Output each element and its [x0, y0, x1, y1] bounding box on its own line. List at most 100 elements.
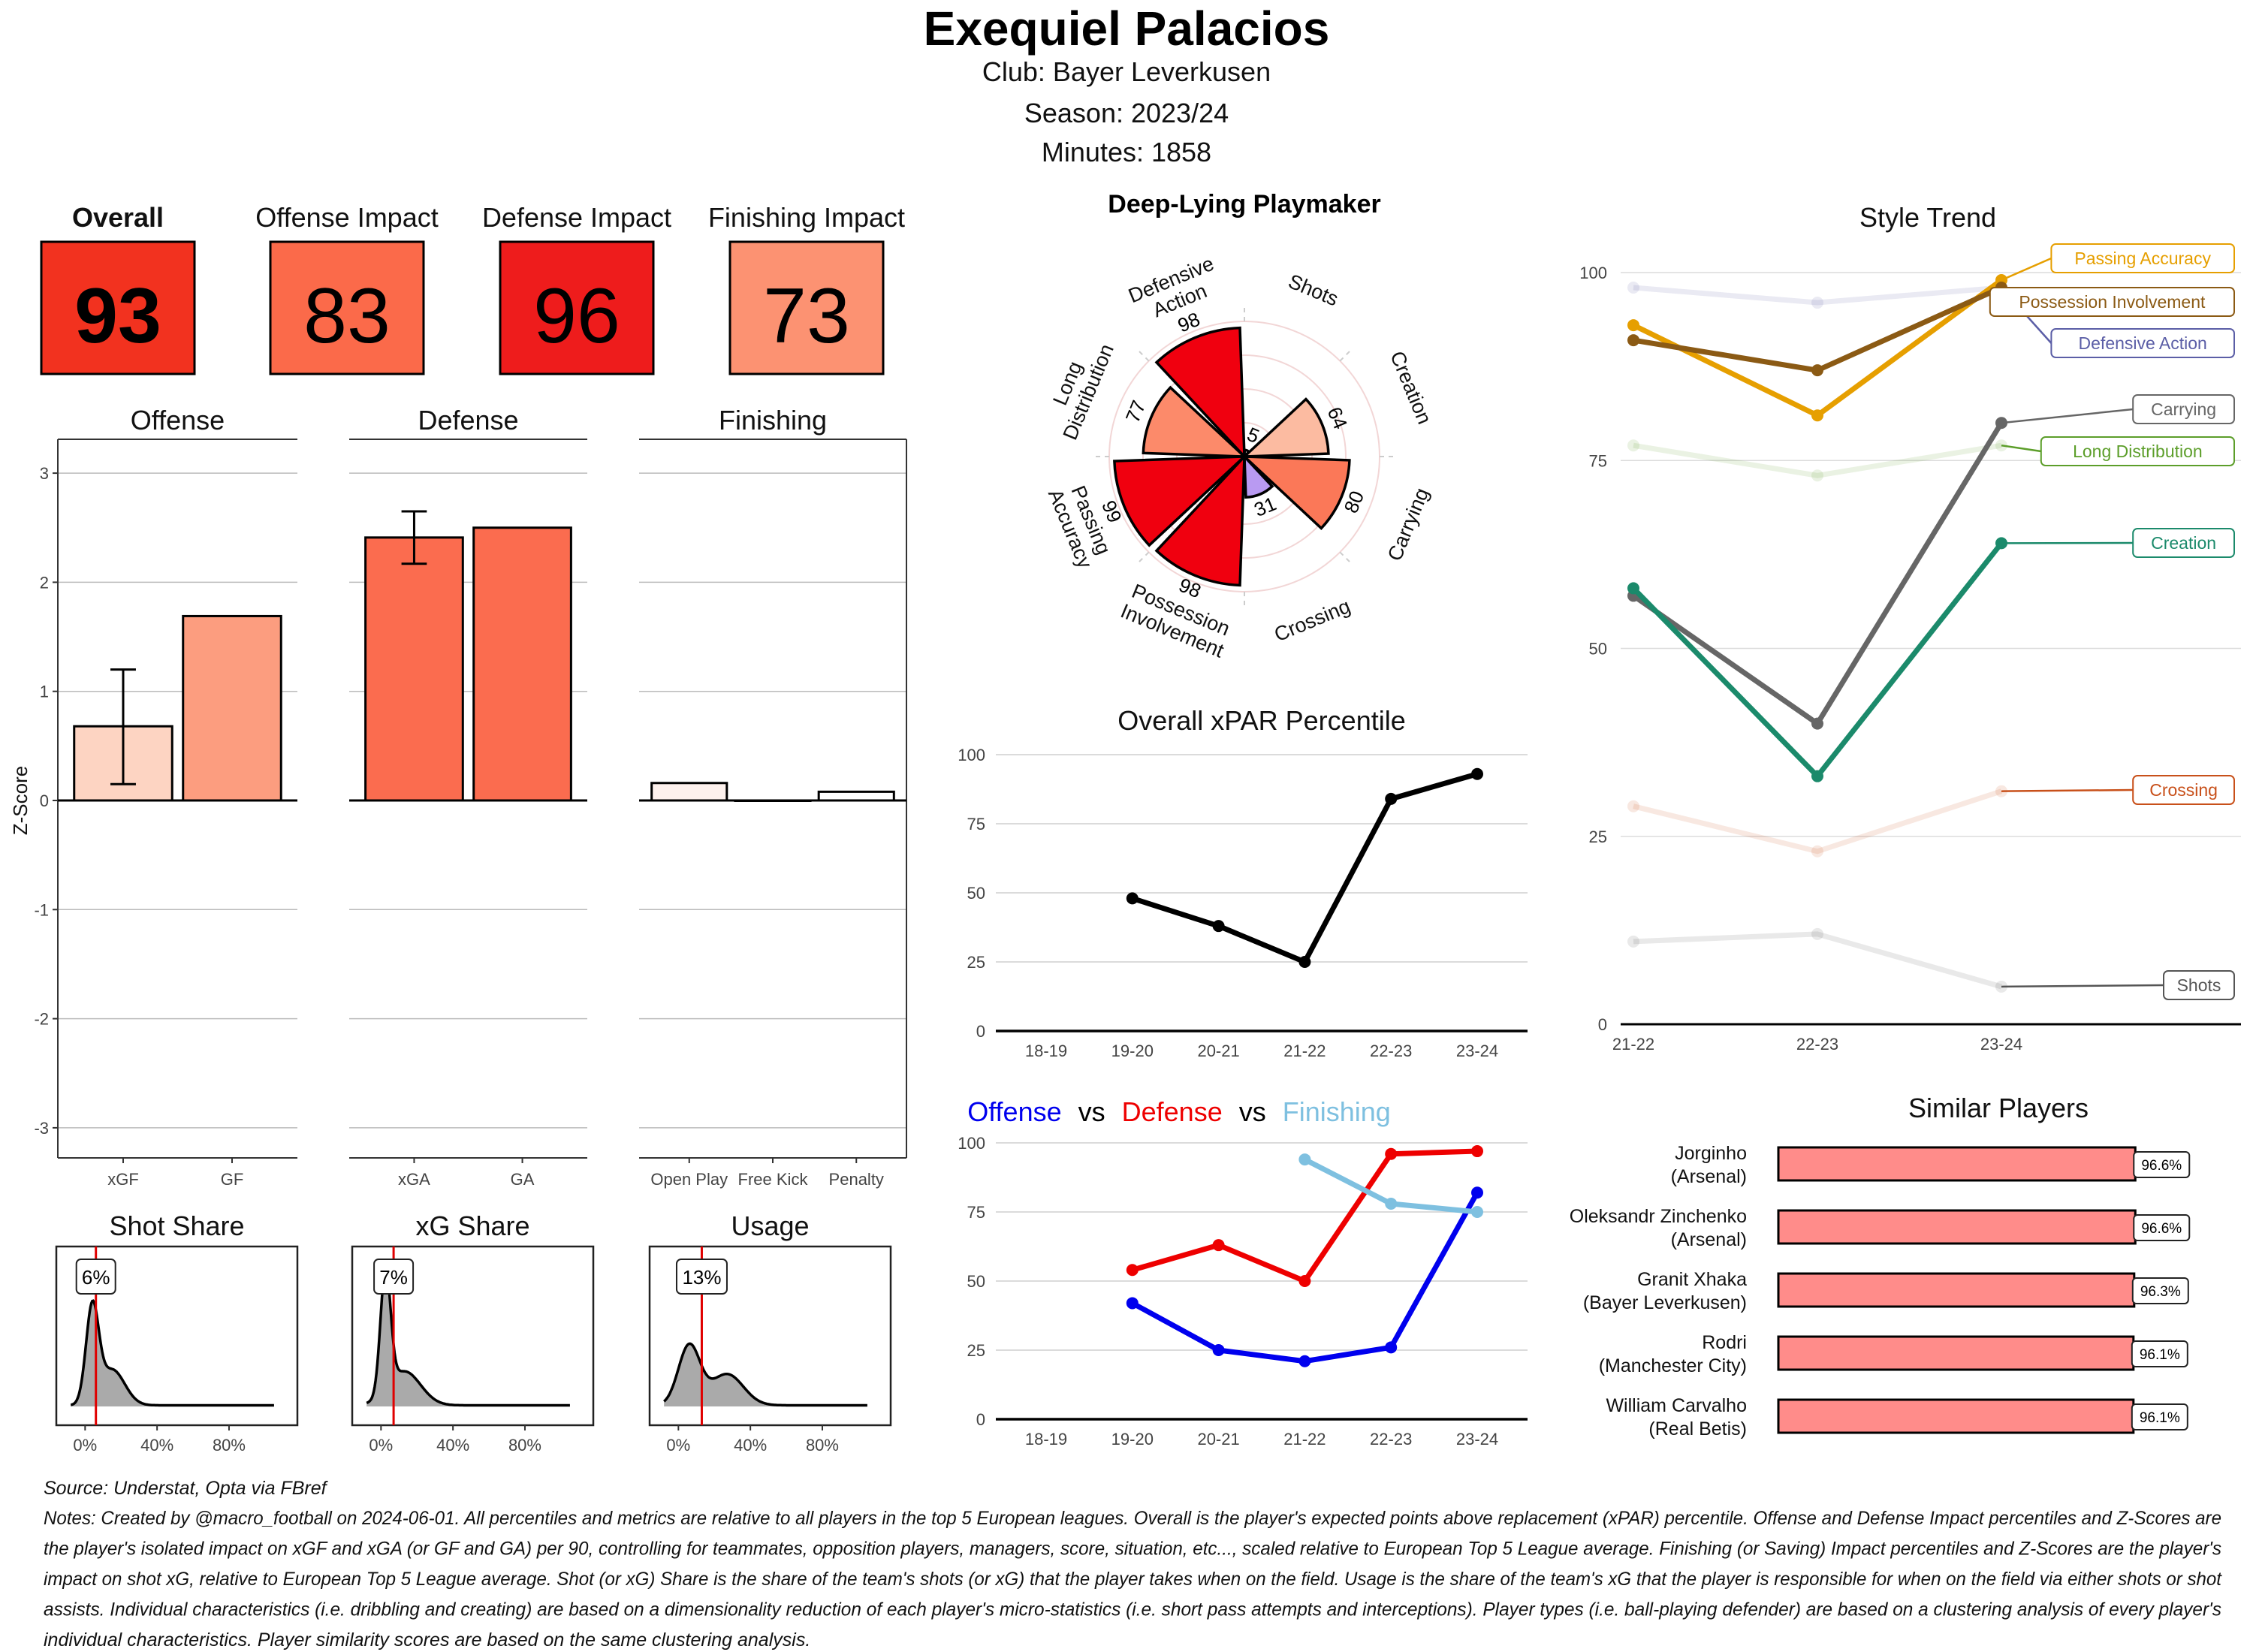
zscore-panel-offense: -3 -2 -1 0 1 2 3 Offense xGF GF — [34, 405, 297, 1189]
density-panel-0: Shot Share 6% 0% 40% 80% — [55, 1210, 299, 1455]
zscore-panel-finishing: Finishing Open Play Free Kick Penalty — [639, 405, 907, 1189]
y-tick-label: 2 — [40, 573, 49, 592]
style-line-crossing — [1633, 788, 2003, 855]
density-panel-1: xG Share 7% 0% 40% 80% — [351, 1210, 595, 1455]
data-point — [1627, 439, 1639, 452]
bar-penalty — [817, 790, 895, 802]
data-point — [1298, 1275, 1311, 1287]
style-line-shots — [1633, 931, 2002, 990]
radial-gridline — [1176, 388, 1313, 525]
score-value: 83 — [303, 273, 391, 360]
panel-title: Finishing — [719, 405, 827, 436]
x-tick-label: 22-23 — [1796, 1035, 1838, 1054]
score-box — [269, 240, 425, 375]
notes-line: assists. Individual characteristics (i.e… — [44, 1599, 2221, 1620]
source-note: Source: Understat, Opta via FBref — [44, 1478, 329, 1499]
spoke — [1339, 551, 1352, 564]
style-trend-chart: Style Trend 0 25 50 75 100 21-22 22-23 23-24 Defe… — [1579, 202, 2241, 1054]
x-tick-label: 21-22 — [1283, 1042, 1326, 1060]
y-tick-label: 75 — [967, 1203, 985, 1222]
radar-value-label: 64 — [1323, 404, 1353, 433]
y-tick-label: 0 — [40, 791, 49, 810]
zscore-panel-defense: Defense xGA GA — [349, 405, 587, 1189]
club-line: Club: Bayer Leverkusen — [982, 56, 1271, 87]
similarity-label-box — [2133, 1214, 2191, 1241]
label-connector — [2001, 444, 2041, 453]
x-tick-label: 0% — [73, 1436, 97, 1455]
density-area — [664, 1343, 867, 1407]
score-value: 96 — [533, 273, 620, 360]
radar-bar-possession-involvement — [1154, 453, 1246, 587]
label-connector — [2001, 408, 2134, 424]
similarity-label-box — [2131, 1403, 2188, 1430]
x-tick-label: 20-21 — [1197, 1042, 1239, 1060]
chart-title: Similar Players — [1908, 1093, 2089, 1123]
player-club: (Bayer Leverkusen) — [1583, 1292, 1747, 1313]
radar-category-label: Shots — [1285, 270, 1341, 310]
value-label-box — [75, 1259, 116, 1295]
data-point — [1385, 1341, 1398, 1354]
label-connector — [2001, 788, 2134, 792]
player-name: Oleksandr Zinchenko — [1570, 1206, 1747, 1227]
series-label-box — [1989, 287, 2236, 317]
similarity-label: 96.1% — [2140, 1347, 2180, 1363]
x-tick-label: 22-23 — [1370, 1042, 1412, 1060]
series-label: Passing Accuracy — [2074, 249, 2211, 268]
radar-bar-crossing — [1243, 453, 1274, 499]
radar-bar-defensive-action — [1154, 326, 1246, 460]
style-line-carrying — [1632, 421, 2004, 728]
radar-value-label: 77 — [1121, 397, 1151, 426]
footer: Source: Understat, Opta via FBref Notes:… — [44, 1478, 2222, 1650]
spoke — [1339, 349, 1352, 362]
x-tick-label: Free Kick — [738, 1170, 809, 1189]
similarity-bar — [1777, 1398, 2135, 1434]
title-part: Offense — [967, 1096, 1061, 1127]
score-box — [40, 240, 196, 375]
x-tick-label: 19-20 — [1111, 1042, 1154, 1060]
data-point — [1811, 717, 1823, 730]
similar-player-row: William Carvalho(Real Betis) 96.1% — [1606, 1395, 2188, 1439]
series-label: Possession Involvement — [2019, 292, 2206, 312]
value-label: 7% — [379, 1266, 408, 1289]
style-line-creation — [1631, 541, 2004, 780]
offense-defense-finishing-chart: Offense vs Defense vs Finishing 0 25 50 75 100 18-… — [958, 1096, 1528, 1449]
x-tick-label: 18-19 — [1025, 1430, 1067, 1449]
score-label: Overall — [72, 202, 164, 233]
data-point — [1627, 282, 1639, 294]
series-label-box — [2132, 394, 2235, 424]
score-label: Defense Impact — [482, 202, 671, 233]
notes-line: individual characteristics. Player simil… — [44, 1629, 810, 1650]
panel-title: Shot Share — [109, 1210, 244, 1241]
data-point — [1212, 1344, 1225, 1356]
similarity-label: 96.1% — [2140, 1410, 2180, 1426]
z-score-axis-label: Z-Score — [9, 766, 32, 835]
x-tick-label: 40% — [436, 1436, 469, 1455]
data-point — [1126, 892, 1139, 905]
score-cards: Overall 93 Offense Impact 83 Defense Impact 9… — [40, 202, 905, 375]
bar-gf — [182, 614, 282, 802]
notes-line: impact on shot xG, relative to European … — [44, 1569, 2222, 1590]
minutes-line: Minutes: 1858 — [1042, 137, 1211, 167]
x-tick-label: 23-24 — [1456, 1430, 1498, 1449]
y-tick-label: 0 — [976, 1022, 985, 1041]
score-label: Finishing Impact — [708, 202, 905, 233]
player-name-title: Exequiel Palacios — [924, 2, 1330, 56]
y-tick-label: 100 — [1579, 264, 1607, 282]
x-tick-label: 23-24 — [1980, 1035, 2022, 1054]
similarity-bar — [1777, 1146, 2137, 1182]
x-tick-label: 19-20 — [1111, 1430, 1154, 1449]
y-tick-label: 3 — [40, 464, 49, 483]
radar-category-label: Carrying — [1383, 484, 1434, 564]
similarity-label-box — [2131, 1277, 2189, 1304]
density-line — [663, 1342, 867, 1407]
density-line — [366, 1265, 570, 1407]
data-point — [1385, 1197, 1398, 1210]
bar-xga — [364, 536, 464, 802]
player-club: (Arsenal) — [1671, 1229, 1747, 1250]
player-club: (Manchester City) — [1599, 1355, 1747, 1376]
x-tick-label: 40% — [734, 1436, 767, 1455]
x-tick-label: xGA — [398, 1170, 430, 1189]
panel-title: xG Share — [415, 1210, 529, 1241]
